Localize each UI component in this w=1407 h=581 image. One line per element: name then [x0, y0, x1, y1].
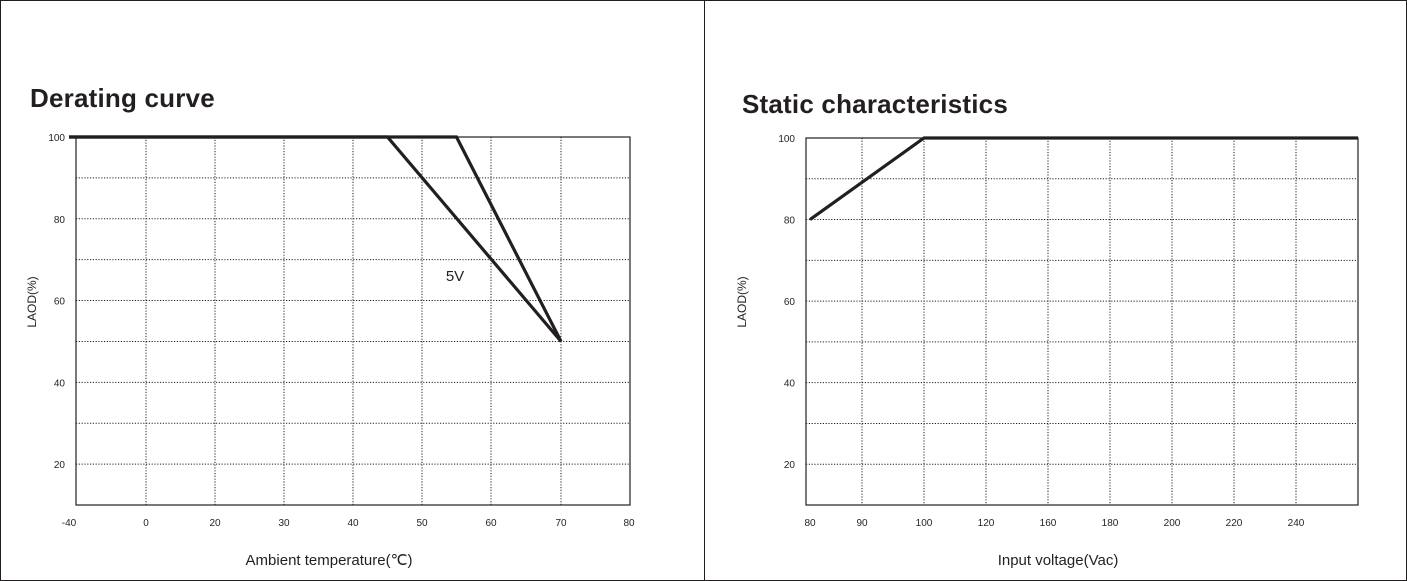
- chart-title-static: Static characteristics: [742, 89, 1008, 119]
- y-tick-label: 80: [54, 215, 66, 226]
- series-annotation: 5V: [446, 268, 464, 285]
- y-tick-label: 60: [784, 297, 796, 308]
- plot-frame: [805, 137, 1359, 506]
- x-tick-label: 40: [347, 518, 359, 529]
- y-tick-label: 80: [784, 216, 796, 227]
- y-tick-label: 100: [48, 133, 65, 144]
- x-tick-label: 30: [278, 518, 290, 529]
- x-tick-label: -40: [62, 518, 77, 529]
- x-tick-label: 80: [623, 518, 635, 529]
- y-tick-label: 60: [54, 297, 66, 308]
- x-tick-label: 180: [1102, 518, 1119, 529]
- chart-title-derating: Derating curve: [30, 83, 215, 113]
- x-tick-label: 0: [143, 518, 149, 529]
- x-tick-label: 220: [1226, 518, 1243, 529]
- x-tick-label: 70: [555, 518, 567, 529]
- y-tick-label: 20: [54, 460, 66, 471]
- x-tick-label: 90: [856, 518, 868, 529]
- x-tick-label: 240: [1288, 518, 1305, 529]
- x-axis-label: Ambient temperature(℃): [246, 552, 413, 569]
- panel-divider: [704, 0, 705, 581]
- series-line: [809, 136, 1358, 221]
- series-line: [69, 135, 563, 343]
- x-tick-label: 60: [485, 518, 497, 529]
- series-line: [69, 135, 563, 343]
- x-tick-label: 160: [1040, 518, 1057, 529]
- x-axis-label: Input voltage(Vac): [998, 552, 1119, 569]
- y-tick-label: 40: [54, 378, 66, 389]
- x-tick-label: 50: [416, 518, 428, 529]
- x-tick-label: 200: [1164, 518, 1181, 529]
- y-tick-label: 100: [778, 134, 795, 145]
- x-tick-label: 100: [916, 518, 933, 529]
- y-axis-label: LAOD(%): [25, 276, 39, 327]
- y-tick-label: 40: [784, 379, 796, 390]
- plot-frame: [75, 136, 631, 506]
- y-tick-label: 20: [784, 460, 796, 471]
- y-axis-label: LAOD(%): [735, 276, 749, 327]
- x-tick-label: 20: [209, 518, 221, 529]
- x-tick-label: 120: [978, 518, 995, 529]
- x-tick-label: 80: [804, 518, 816, 529]
